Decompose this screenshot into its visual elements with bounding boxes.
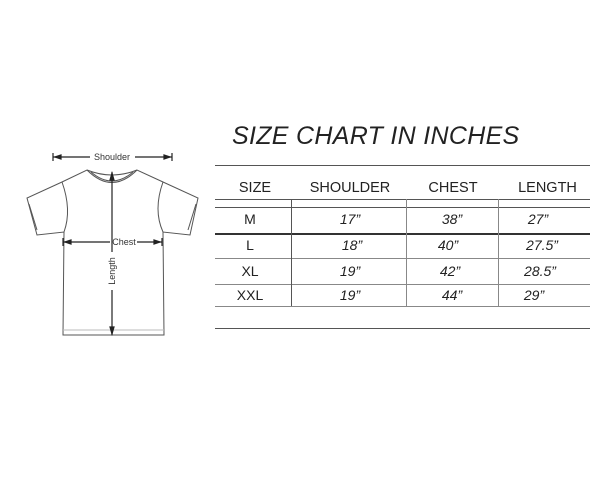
- divider: [215, 306, 590, 307]
- header-size: SIZE: [238, 180, 272, 196]
- divider: [215, 233, 590, 235]
- size-cell: XL: [241, 263, 259, 279]
- size-cell: XXL: [236, 287, 264, 303]
- tshirt-outline: [26, 169, 199, 336]
- length-cell: 28.5”: [524, 263, 556, 279]
- shoulder-cell: 19”: [339, 287, 361, 303]
- divider: [215, 258, 590, 259]
- length-label: Length: [107, 257, 117, 285]
- chest-label: Chest: [112, 237, 136, 247]
- shoulder-label: Shoulder: [94, 152, 130, 162]
- divider: [215, 199, 590, 200]
- length-cell: 29”: [523, 287, 545, 303]
- shoulder-cell: 19”: [339, 263, 361, 279]
- divider: [215, 284, 590, 285]
- length-cell: 27”: [527, 211, 549, 227]
- chest-cell: 38”: [441, 211, 463, 227]
- chest-cell: 44”: [441, 287, 463, 303]
- shoulder-cell: 17”: [339, 211, 361, 227]
- chest-cell: 42”: [439, 263, 461, 279]
- header-chest: CHEST: [428, 180, 478, 196]
- length-cell: 27.5”: [526, 237, 558, 253]
- divider: [215, 207, 590, 208]
- size-cell: L: [246, 237, 254, 253]
- column-divider: [291, 199, 292, 306]
- header-length: LENGTH: [518, 180, 577, 196]
- divider: [215, 165, 590, 166]
- size-cell: M: [244, 211, 256, 227]
- divider: [215, 328, 590, 329]
- chest-cell: 40”: [437, 237, 459, 253]
- shoulder-cell: 18”: [341, 237, 363, 253]
- header-shoulder: SHOULDER: [309, 180, 391, 196]
- column-divider: [498, 199, 499, 306]
- column-divider: [406, 199, 407, 306]
- page-title: SIZE CHART IN INCHES: [232, 122, 520, 150]
